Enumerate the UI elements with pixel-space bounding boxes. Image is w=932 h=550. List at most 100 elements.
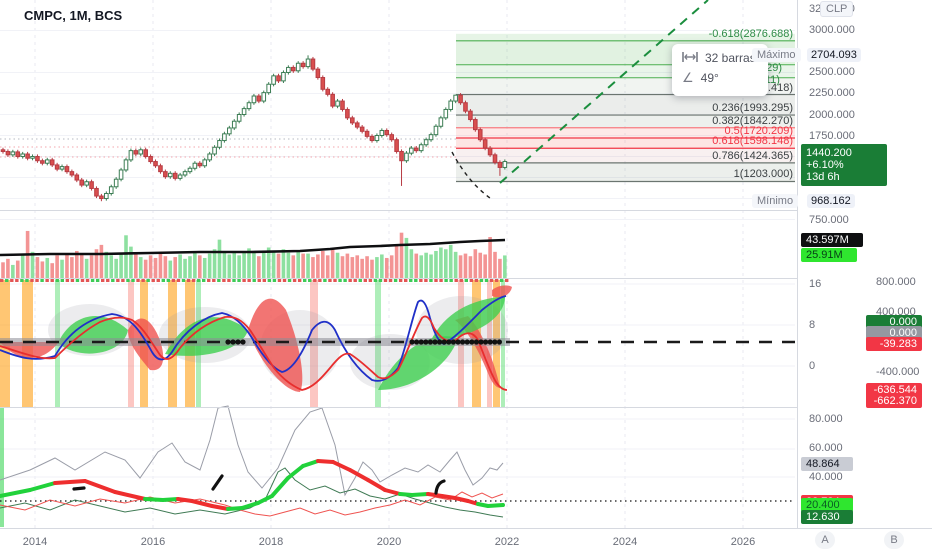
zero-dot bbox=[455, 339, 461, 345]
time-axis-label[interactable]: 2024 bbox=[612, 536, 638, 548]
candle-body bbox=[104, 192, 109, 200]
candle-body bbox=[261, 92, 267, 102]
signal-strip-tick bbox=[333, 279, 337, 282]
volume-bar bbox=[291, 255, 296, 278]
volume-bar bbox=[434, 250, 438, 278]
volume-bar bbox=[60, 259, 64, 278]
candle-body bbox=[433, 125, 439, 136]
symbol-title[interactable]: CMPC, 1M, BCS bbox=[24, 8, 123, 23]
volume-bar bbox=[261, 252, 266, 278]
volume-bar bbox=[222, 251, 227, 278]
candle-body bbox=[167, 172, 173, 178]
volume-bar bbox=[158, 252, 163, 278]
price-tick: 3000.000 bbox=[809, 24, 855, 37]
pane-separator-3[interactable] bbox=[0, 407, 932, 408]
time-axis-label[interactable]: 2026 bbox=[730, 536, 756, 548]
fib-level-label: 0.5(1720.209) bbox=[724, 125, 794, 137]
candle-body bbox=[64, 166, 70, 173]
colored-adx-segment bbox=[366, 478, 387, 492]
volume-bar bbox=[350, 257, 355, 278]
oscillator-value-badge: -39.283 bbox=[866, 337, 922, 351]
time-axis-label[interactable]: 2022 bbox=[494, 536, 520, 548]
fib-level-label: 0.786(1424.365) bbox=[712, 149, 793, 162]
time-axis-label[interactable]: 2014 bbox=[22, 536, 48, 548]
candle-body bbox=[25, 153, 30, 159]
volume-bar bbox=[138, 257, 143, 278]
zero-dot bbox=[230, 339, 236, 345]
signal-strip-tick bbox=[136, 279, 140, 282]
signal-strip-tick bbox=[222, 279, 226, 282]
annotation-mark-dash bbox=[72, 486, 86, 491]
candle-body bbox=[300, 62, 306, 68]
signal-strip-tick bbox=[484, 279, 489, 282]
volume-bar bbox=[458, 255, 463, 278]
volume-bar bbox=[104, 251, 109, 278]
colored-adx-segment bbox=[270, 476, 290, 498]
candle-body bbox=[182, 171, 188, 176]
colored-adx-segment bbox=[348, 468, 370, 482]
signal-strip-tick bbox=[313, 279, 317, 282]
signal-strip-tick bbox=[207, 279, 211, 282]
bar-countdown: 13d 6h bbox=[806, 170, 840, 183]
signal-strip-tick bbox=[90, 279, 95, 282]
main-pane-canvas[interactable] bbox=[0, 0, 932, 210]
time-axis-label[interactable]: 2018 bbox=[258, 536, 284, 548]
colored-adx-segment bbox=[161, 497, 180, 502]
fib-band bbox=[456, 148, 795, 163]
signal-strip-tick bbox=[282, 279, 287, 282]
signal-strip-tick bbox=[262, 279, 266, 282]
candle-body bbox=[30, 156, 35, 159]
candle-body bbox=[384, 129, 390, 136]
signal-strip-tick bbox=[146, 279, 150, 282]
volume-bar bbox=[468, 256, 473, 278]
zero-dot bbox=[492, 339, 498, 345]
zero-dot bbox=[418, 339, 424, 345]
price-axis[interactable]: 3250.0003000.0002500.0002250.0002000.000… bbox=[797, 0, 932, 528]
chart-plot-area[interactable] bbox=[0, 0, 797, 528]
signal-strip-tick bbox=[499, 279, 504, 282]
time-axis-label[interactable]: 2020 bbox=[376, 536, 402, 548]
signal-strip-tick bbox=[267, 279, 272, 282]
pane-scale-button-a[interactable]: A bbox=[815, 531, 835, 549]
pane-scale-button-b[interactable]: B bbox=[884, 531, 904, 549]
oscillator-outer-tick: -400.000 bbox=[876, 366, 920, 378]
currency-button[interactable]: CLP bbox=[820, 1, 854, 18]
candle-body bbox=[379, 129, 385, 137]
volume-bar bbox=[276, 253, 281, 278]
time-axis-label[interactable]: 2016 bbox=[140, 536, 166, 548]
candle-body bbox=[394, 139, 399, 152]
volume-bar bbox=[183, 258, 187, 278]
volume-bar bbox=[409, 249, 414, 278]
volume-bar bbox=[232, 250, 237, 278]
pane-separator-2[interactable] bbox=[0, 278, 932, 279]
signal-strip-tick bbox=[419, 279, 423, 282]
signal-strip-tick bbox=[434, 279, 438, 282]
volume-bar bbox=[316, 254, 320, 278]
volume-bar bbox=[345, 253, 350, 278]
volume-bar bbox=[227, 254, 232, 278]
candle-body bbox=[502, 161, 508, 168]
candle-body bbox=[413, 147, 419, 152]
colored-adx-segment bbox=[226, 506, 244, 511]
zero-dot bbox=[423, 339, 429, 345]
volume-bar bbox=[124, 235, 128, 278]
volume-bar bbox=[109, 255, 114, 278]
volume-bar bbox=[404, 237, 409, 278]
candle-body bbox=[148, 156, 153, 163]
signal-strip-tick bbox=[479, 279, 484, 282]
signal-strip-tick bbox=[95, 279, 100, 282]
candle-body bbox=[350, 117, 355, 124]
candle-body bbox=[123, 159, 129, 171]
candle-body bbox=[458, 94, 463, 104]
signal-strip-tick bbox=[297, 279, 302, 282]
candle-body bbox=[138, 149, 144, 155]
pane-separator-1[interactable] bbox=[0, 210, 932, 211]
signal-strip-tick bbox=[429, 279, 433, 282]
colored-adx-segment bbox=[113, 490, 147, 501]
candle-body bbox=[246, 102, 252, 110]
colored-adx-segment bbox=[0, 488, 32, 498]
price-tick: 750.000 bbox=[809, 213, 849, 226]
